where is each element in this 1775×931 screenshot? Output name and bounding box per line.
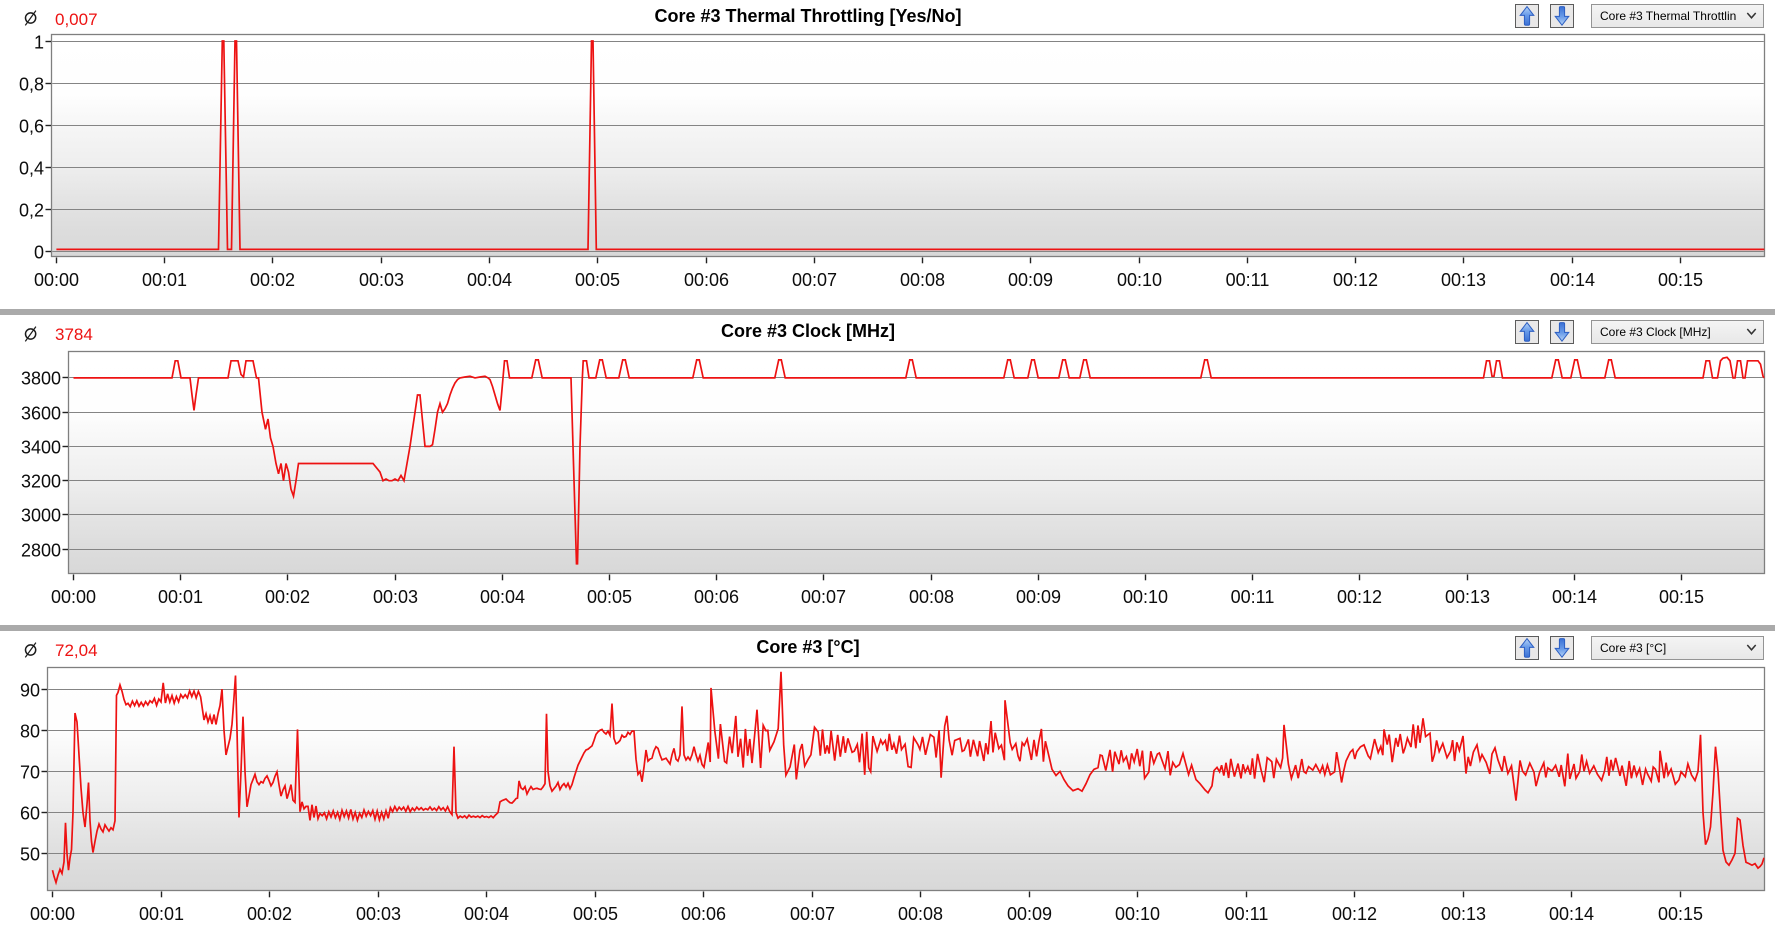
svg-text:00:04: 00:04 (467, 270, 512, 290)
svg-text:00:15: 00:15 (1658, 904, 1703, 924)
svg-text:00:07: 00:07 (790, 904, 835, 924)
svg-text:00:14: 00:14 (1552, 587, 1597, 607)
svg-text:00:00: 00:00 (34, 270, 79, 290)
svg-text:00:11: 00:11 (1226, 270, 1270, 290)
svg-text:00:02: 00:02 (250, 270, 295, 290)
svg-text:00:05: 00:05 (587, 587, 632, 607)
svg-text:80: 80 (20, 722, 40, 742)
svg-text:00:01: 00:01 (158, 587, 203, 607)
svg-text:00:03: 00:03 (373, 587, 418, 607)
svg-text:00:05: 00:05 (573, 904, 618, 924)
svg-text:3400: 3400 (21, 438, 61, 458)
svg-text:00:14: 00:14 (1550, 270, 1595, 290)
svg-text:00:10: 00:10 (1115, 904, 1160, 924)
svg-text:00:07: 00:07 (801, 587, 846, 607)
svg-text:00:02: 00:02 (247, 904, 292, 924)
svg-text:00:10: 00:10 (1117, 270, 1162, 290)
svg-text:00:05: 00:05 (575, 270, 620, 290)
svg-text:50: 50 (20, 845, 40, 865)
svg-text:00:06: 00:06 (694, 587, 739, 607)
svg-text:00:01: 00:01 (139, 904, 184, 924)
svg-text:00:08: 00:08 (898, 904, 943, 924)
svg-text:00:00: 00:00 (51, 587, 96, 607)
svg-text:2800: 2800 (21, 541, 61, 561)
svg-text:00:12: 00:12 (1333, 270, 1378, 290)
svg-text:00:14: 00:14 (1549, 904, 1594, 924)
svg-text:00:08: 00:08 (909, 587, 954, 607)
svg-text:00:07: 00:07 (792, 270, 837, 290)
svg-text:3800: 3800 (21, 369, 61, 389)
svg-text:3600: 3600 (21, 404, 61, 424)
svg-text:3000: 3000 (21, 506, 61, 526)
svg-text:0,8: 0,8 (19, 75, 44, 95)
svg-text:00:13: 00:13 (1441, 270, 1486, 290)
svg-text:00:08: 00:08 (900, 270, 945, 290)
svg-text:00:15: 00:15 (1659, 587, 1704, 607)
svg-text:00:09: 00:09 (1016, 587, 1061, 607)
svg-text:3200: 3200 (21, 472, 61, 492)
svg-text:00:09: 00:09 (1007, 904, 1052, 924)
svg-text:00:15: 00:15 (1658, 270, 1703, 290)
svg-text:00:03: 00:03 (359, 270, 404, 290)
svg-text:00:11: 00:11 (1225, 904, 1269, 924)
svg-text:90: 90 (20, 681, 40, 701)
svg-text:00:13: 00:13 (1441, 904, 1486, 924)
svg-text:00:12: 00:12 (1332, 904, 1377, 924)
svg-text:00:10: 00:10 (1123, 587, 1168, 607)
svg-text:1: 1 (34, 33, 44, 53)
svg-text:0,4: 0,4 (19, 159, 44, 179)
svg-text:00:13: 00:13 (1445, 587, 1490, 607)
svg-text:60: 60 (20, 804, 40, 824)
svg-text:00:06: 00:06 (681, 904, 726, 924)
svg-text:00:11: 00:11 (1231, 587, 1275, 607)
svg-text:00:06: 00:06 (684, 270, 729, 290)
svg-text:70: 70 (20, 763, 40, 783)
svg-text:0,2: 0,2 (19, 201, 44, 221)
svg-text:0: 0 (34, 243, 44, 263)
svg-text:00:09: 00:09 (1008, 270, 1053, 290)
svg-text:00:00: 00:00 (30, 904, 75, 924)
svg-text:00:03: 00:03 (356, 904, 401, 924)
svg-text:0,6: 0,6 (19, 117, 44, 137)
svg-text:00:12: 00:12 (1337, 587, 1382, 607)
svg-text:00:04: 00:04 (480, 587, 525, 607)
svg-text:00:04: 00:04 (464, 904, 509, 924)
svg-text:00:01: 00:01 (142, 270, 187, 290)
svg-text:00:02: 00:02 (265, 587, 310, 607)
